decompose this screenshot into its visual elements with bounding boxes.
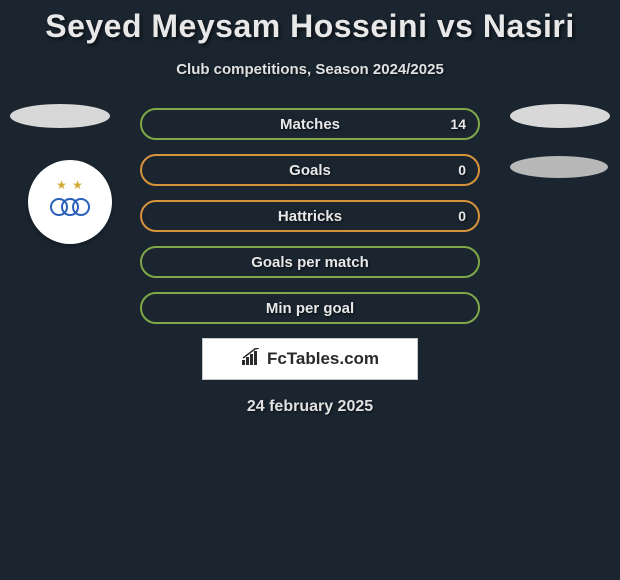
page-title: Seyed Meysam Hosseini vs Nasiri bbox=[0, 0, 620, 45]
stat-value-right: 0 bbox=[458, 162, 466, 178]
stat-label: Min per goal bbox=[266, 300, 354, 317]
stat-label: Goals bbox=[289, 162, 331, 179]
watermark-text: FcTables.com bbox=[267, 349, 379, 369]
comparison-chart: ★ ★ Matches 14 Goals 0 Hattricks 0 Goals per m… bbox=[0, 108, 620, 416]
subtitle: Club competitions, Season 2024/2025 bbox=[0, 61, 620, 78]
stat-row: Hattricks 0 bbox=[140, 200, 480, 232]
stat-value-right: 0 bbox=[458, 208, 466, 224]
stat-value-right: 14 bbox=[450, 116, 466, 132]
stat-row: Matches 14 bbox=[140, 108, 480, 140]
stat-label: Matches bbox=[280, 116, 340, 133]
club-badge: ★ ★ bbox=[28, 160, 112, 244]
watermark: FcTables.com bbox=[241, 348, 379, 371]
badge-stars-icon: ★ ★ bbox=[56, 178, 84, 192]
stat-row: Min per goal bbox=[140, 292, 480, 324]
player-right-marker-2 bbox=[510, 156, 608, 178]
chart-bars-icon bbox=[241, 348, 263, 371]
stat-label: Goals per match bbox=[251, 254, 369, 271]
player-left-marker bbox=[10, 104, 110, 128]
date-label: 24 february 2025 bbox=[0, 398, 620, 416]
badge-rings-icon bbox=[50, 194, 90, 220]
stat-label: Hattricks bbox=[278, 208, 342, 225]
stat-rows: Matches 14 Goals 0 Hattricks 0 Goals per match… bbox=[140, 108, 480, 324]
watermark-box: FcTables.com bbox=[202, 338, 418, 380]
stat-row: Goals per match bbox=[140, 246, 480, 278]
stat-row: Goals 0 bbox=[140, 154, 480, 186]
player-right-marker-1 bbox=[510, 104, 610, 128]
